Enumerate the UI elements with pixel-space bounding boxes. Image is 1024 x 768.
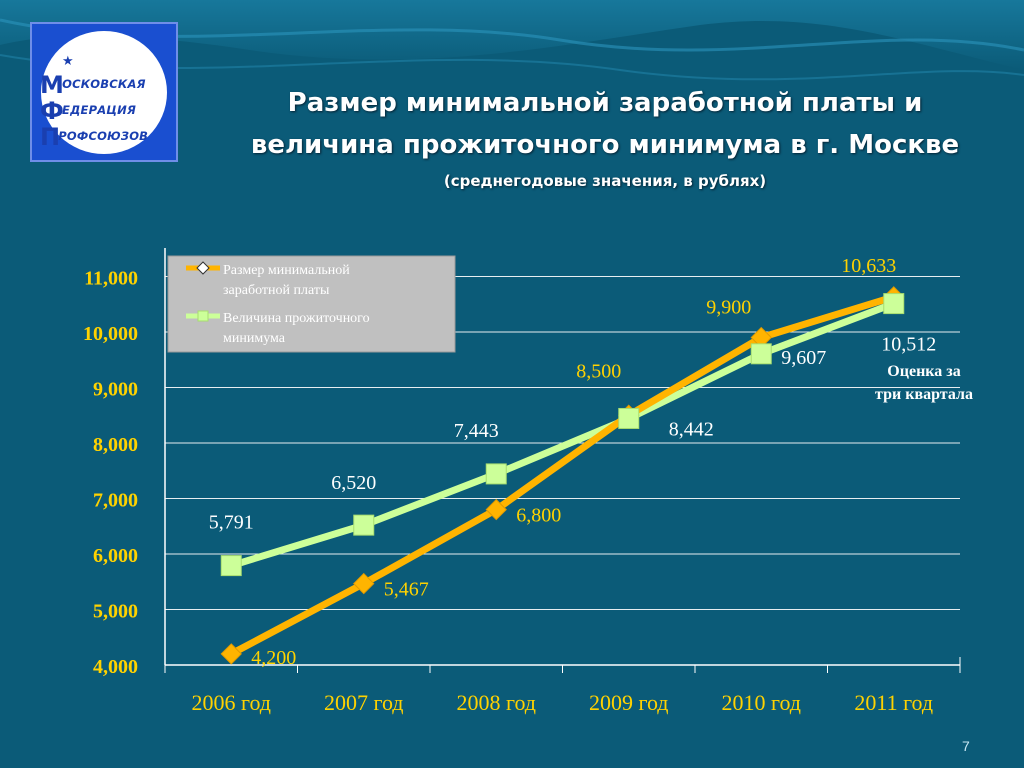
legend-label-wage-2: заработной платы bbox=[223, 283, 330, 298]
data-label-subsistence: 5,791 bbox=[209, 512, 254, 534]
y-tick-label: 7,000 bbox=[93, 490, 138, 512]
star-icon: ★ bbox=[62, 54, 74, 69]
annotation-line-2: три квартала bbox=[875, 386, 973, 403]
legend-label-wage-1: Размер минимальной bbox=[223, 263, 350, 278]
marker-subsistence bbox=[618, 407, 640, 429]
data-label-subsistence: 10,512 bbox=[881, 334, 936, 356]
x-tick-label: 2008 год bbox=[456, 690, 536, 715]
x-tick-label: 2011 год bbox=[854, 690, 933, 715]
title-line-2: величина прожиточного минимума в г. Моск… bbox=[250, 130, 960, 160]
legend-label-subsistence-2: минимума bbox=[223, 331, 286, 346]
data-label-wage: 4,200 bbox=[251, 647, 296, 669]
data-label-wage: 6,800 bbox=[516, 505, 561, 527]
marker-subsistence bbox=[220, 555, 242, 577]
logo-line-2: ФЕДЕРАЦИЯ bbox=[40, 97, 137, 125]
data-label-subsistence: 8,442 bbox=[669, 418, 714, 440]
marker-subsistence bbox=[353, 514, 375, 536]
legend-box bbox=[167, 255, 456, 353]
marker-wage bbox=[220, 643, 242, 665]
marker-subsistence bbox=[883, 293, 905, 315]
marker-wage bbox=[353, 572, 375, 595]
marker-subsistence bbox=[750, 343, 772, 365]
data-label-subsistence: 9,607 bbox=[781, 347, 826, 369]
y-tick-label: 9,000 bbox=[93, 379, 138, 401]
marker-wage bbox=[485, 498, 507, 521]
data-label-wage: 10,633 bbox=[841, 255, 896, 277]
x-tick-label: 2009 год bbox=[589, 690, 669, 715]
logo: ★ МОСКОВСКАЯ ФЕДЕРАЦИЯ ПРОФСОЮЗОВ bbox=[30, 22, 178, 162]
x-tick-label: 2010 год bbox=[721, 690, 801, 715]
y-tick-label: 4,000 bbox=[93, 656, 138, 678]
series-line-wage bbox=[229, 293, 895, 657]
data-label-wage: 9,900 bbox=[706, 297, 751, 319]
x-tick-label: 2006 год bbox=[191, 690, 271, 715]
data-label-wage: 8,500 bbox=[576, 360, 621, 382]
title-line-1: Размер минимальной заработной платы и bbox=[287, 88, 923, 118]
logo-circle bbox=[41, 31, 167, 154]
data-label-subsistence: 6,520 bbox=[331, 472, 376, 494]
y-tick-label: 10,000 bbox=[83, 323, 138, 345]
data-label-wage: 5,467 bbox=[384, 579, 429, 601]
data-label-subsistence: 7,443 bbox=[454, 420, 499, 442]
logo-line-3: ПРОФСОЮЗОВ bbox=[40, 123, 149, 151]
page-number: 7 bbox=[962, 738, 970, 754]
y-tick-label: 11,000 bbox=[84, 268, 138, 290]
x-tick-label: 2007 год bbox=[324, 690, 404, 715]
legend-label-subsistence-1: Величина прожиточного bbox=[223, 311, 370, 326]
legend-marker-subsistence bbox=[197, 310, 209, 322]
marker-subsistence bbox=[485, 463, 507, 485]
y-tick-label: 5,000 bbox=[93, 601, 138, 623]
logo-line-1: МОСКОВСКАЯ bbox=[40, 71, 146, 99]
subtitle: (среднегодовые значения, в рублях) bbox=[443, 172, 767, 190]
y-tick-label: 8,000 bbox=[93, 434, 138, 456]
y-tick-label: 6,000 bbox=[93, 545, 138, 567]
annotation-line-1: Оценка за bbox=[887, 363, 960, 380]
legend-marker-wage bbox=[196, 261, 210, 275]
series-line-subsistence bbox=[230, 300, 895, 569]
